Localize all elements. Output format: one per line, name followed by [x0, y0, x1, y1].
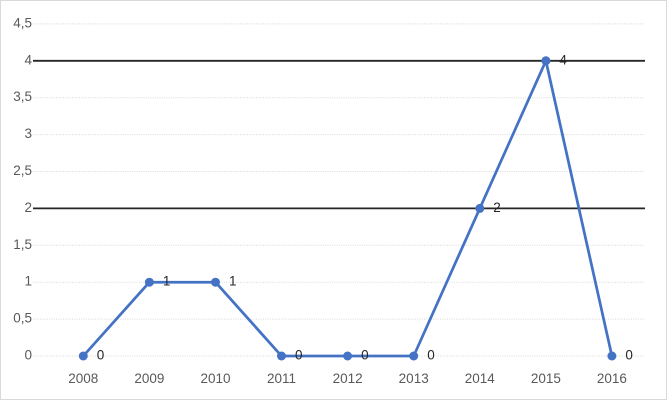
svg-text:2016: 2016 [597, 371, 627, 386]
svg-text:3: 3 [24, 126, 32, 141]
svg-text:2008: 2008 [68, 371, 98, 386]
svg-text:0: 0 [24, 348, 32, 363]
svg-text:0: 0 [625, 348, 633, 363]
svg-text:0: 0 [361, 348, 369, 363]
svg-text:2013: 2013 [399, 371, 429, 386]
svg-text:2011: 2011 [267, 371, 296, 386]
svg-text:4,5: 4,5 [13, 15, 32, 30]
svg-text:2: 2 [493, 200, 501, 215]
svg-text:2014: 2014 [465, 371, 496, 386]
svg-text:4: 4 [559, 52, 567, 67]
svg-text:2009: 2009 [134, 371, 164, 386]
svg-text:1: 1 [24, 274, 32, 289]
svg-text:0: 0 [97, 348, 105, 363]
svg-text:2010: 2010 [200, 371, 230, 386]
svg-text:1,5: 1,5 [13, 237, 32, 252]
svg-text:0,5: 0,5 [13, 311, 32, 326]
svg-text:0: 0 [295, 348, 303, 363]
svg-text:2015: 2015 [531, 371, 561, 386]
svg-text:2012: 2012 [333, 371, 363, 386]
svg-text:1: 1 [163, 274, 171, 289]
svg-text:0: 0 [427, 348, 435, 363]
svg-text:3,5: 3,5 [13, 89, 32, 104]
svg-text:4: 4 [24, 52, 32, 67]
svg-text:2,5: 2,5 [13, 163, 32, 178]
svg-text:2: 2 [24, 200, 32, 215]
svg-text:1: 1 [229, 274, 237, 289]
